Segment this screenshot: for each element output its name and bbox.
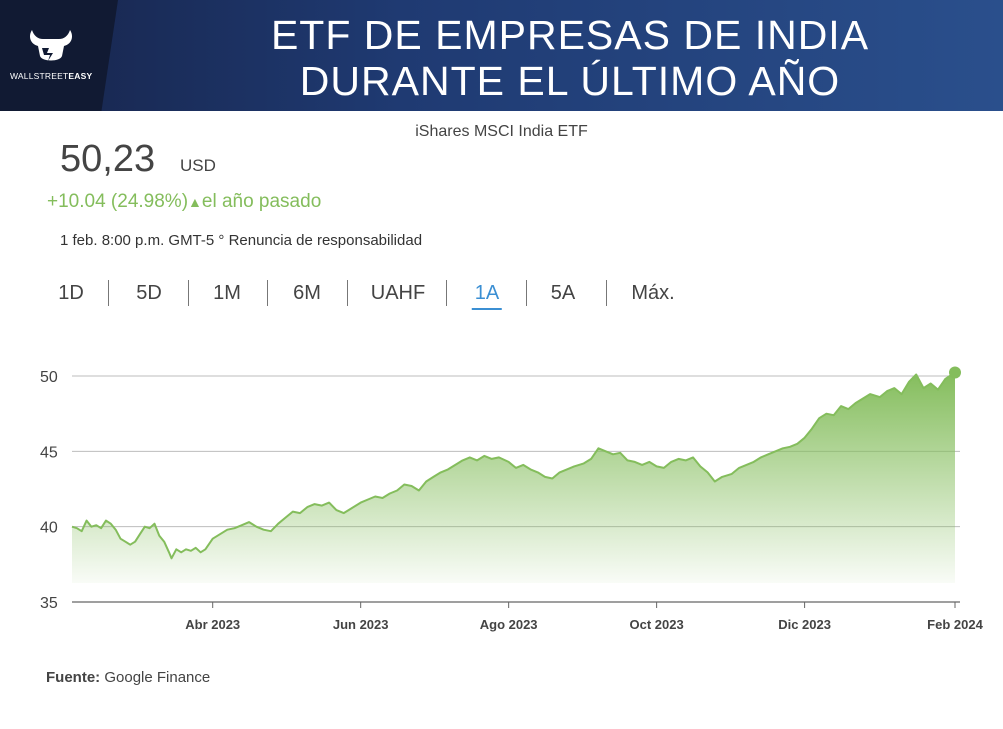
brand-name: WALLSTREET: [10, 71, 69, 81]
page-title: ETF DE EMPRESAS DE INDIA DURANTE EL ÚLTI…: [160, 12, 980, 104]
range-divider: [526, 280, 527, 306]
price-area-fill: [72, 372, 955, 583]
range-divider: [347, 280, 348, 306]
brand-logo-text: WALLSTREETEASY: [10, 71, 92, 81]
range-divider: [606, 280, 607, 306]
y-tick-label: 50: [40, 369, 58, 386]
x-tick-label: Dic 2023: [778, 617, 831, 632]
range-divider: [108, 280, 109, 306]
range-tab-1m[interactable]: 1M: [213, 282, 241, 304]
title-line-2: DURANTE EL ÚLTIMO AÑO: [299, 58, 841, 104]
range-tab-1a[interactable]: 1A: [471, 278, 503, 310]
x-tick-label: Jun 2023: [333, 617, 389, 632]
change-value: +10.04 (24.98%): [47, 191, 189, 212]
currency-label: USD: [180, 156, 216, 175]
range-tab-6m[interactable]: 6M: [293, 282, 321, 304]
price-value: 50,23: [60, 138, 156, 180]
change-suffix: el año pasado: [201, 191, 322, 212]
source-label: Fuente:: [46, 669, 101, 686]
header-banner: WALLSTREETEASY ETF DE EMPRESAS DE INDIA …: [0, 0, 1003, 111]
x-tick-label: Oct 2023: [630, 617, 684, 632]
y-tick-label: 45: [40, 444, 58, 461]
x-tick-label: Abr 2023: [185, 617, 240, 632]
x-tick-label: Ago 2023: [480, 617, 538, 632]
range-tab-5d[interactable]: 5D: [136, 282, 162, 304]
last-price-marker: [949, 366, 961, 379]
x-tick-label: Feb 2024: [927, 617, 983, 632]
price-line: [71, 371, 956, 560]
range-tab-5a[interactable]: 5A: [550, 282, 576, 304]
source-footer: Fuente: Google Finance: [46, 669, 210, 686]
range-divider: [188, 280, 189, 306]
y-tick-label: 40: [40, 520, 58, 537]
brand-name-bold: EASY: [68, 71, 93, 81]
y-tick-label: 35: [40, 595, 58, 612]
price-change: +10.04 (24.98%)▲el año pasado: [47, 191, 321, 213]
bull-logo-icon: [30, 30, 72, 61]
range-divider: [446, 280, 447, 306]
range-divider: [267, 280, 268, 306]
source-name: Google Finance: [104, 669, 211, 686]
title-line-1: ETF DE EMPRESAS DE INDIA: [270, 12, 870, 58]
arrow-up-icon: ▲: [188, 194, 202, 210]
range-tab-uahf[interactable]: UAHF: [370, 282, 426, 304]
range-tab-1d[interactable]: 1D: [58, 282, 84, 304]
timestamp-disclaimer: 1 feb. 8:00 p.m. GMT-5 ° Renuncia de res…: [60, 232, 423, 249]
etf-name: iShares MSCI India ETF: [415, 123, 588, 140]
logo-panel: WALLSTREETEASY: [0, 0, 118, 111]
range-tab-max[interactable]: Máx.: [631, 282, 675, 304]
